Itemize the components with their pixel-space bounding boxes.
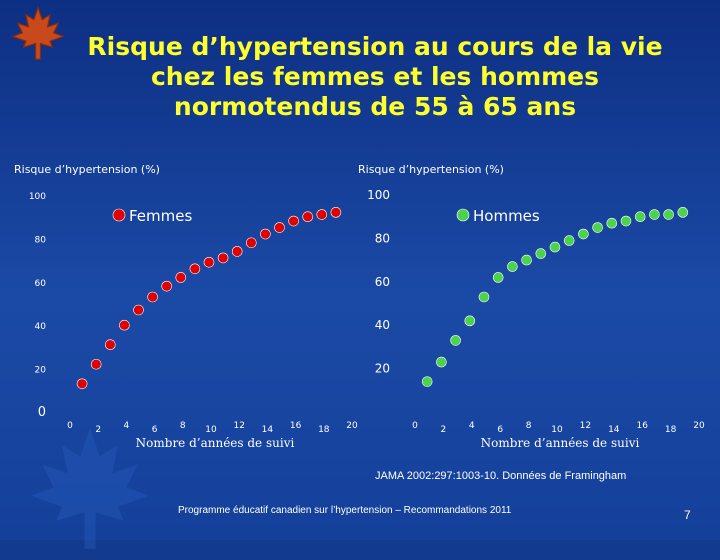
slide-title: Risque d’hypertension au cours de la vie… — [30, 32, 720, 122]
women-x-tick-label: 20 — [346, 421, 358, 431]
men-x-tick-label: 16 — [636, 421, 648, 431]
men-data-point — [677, 207, 689, 218]
women-x-tick-label: 6 — [152, 425, 158, 435]
men-data-point — [450, 335, 461, 346]
women-x-tick-label: 12 — [233, 421, 244, 431]
men-data-point — [521, 254, 532, 266]
men-data-point — [592, 222, 603, 233]
men-y-tick-label: 20 — [375, 362, 390, 376]
men-legend-marker — [456, 208, 470, 222]
women-data-point — [119, 319, 130, 331]
title-line-1: Risque d’hypertension au cours de la vie — [87, 32, 663, 61]
men-data-point — [620, 215, 632, 227]
men-data-point — [663, 209, 674, 220]
men-data-point — [507, 261, 518, 272]
men-x-tick-label: 18 — [665, 425, 677, 435]
women-y-tick-label: 20 — [35, 366, 47, 376]
women-y-tick-label: 60 — [35, 279, 47, 289]
men-y-tick-label: 40 — [375, 318, 390, 332]
women-y-tick-label: 100 — [29, 192, 46, 202]
women-data-point — [302, 211, 314, 222]
women-chart-y-axis-label: Risque d’hypertension (%) — [14, 163, 160, 176]
women-data-point — [316, 209, 328, 220]
men-data-point — [606, 217, 618, 229]
men-legend-label: Hommes — [473, 207, 540, 225]
women-legend-marker — [112, 208, 126, 222]
men-data-point — [492, 272, 504, 283]
men-x-tick-label: 0 — [412, 421, 418, 431]
men-data-point — [634, 211, 646, 222]
women-data-point — [203, 256, 215, 268]
men-data-point — [535, 248, 547, 259]
women-data-point — [175, 272, 187, 283]
men-x-tick-label: 14 — [608, 425, 620, 435]
women-data-point — [105, 339, 116, 351]
women-x-tick-label: 2 — [95, 425, 101, 435]
men-chart-y-axis-label: Risque d’hypertension (%) — [358, 163, 504, 176]
women-y-tick-label: 0 — [38, 405, 46, 420]
footer-program: Programme éducatif canadien sur l’hypert… — [178, 505, 512, 516]
men-data-point — [649, 209, 660, 220]
women-data-point — [330, 207, 342, 218]
maple-leaf-watermark-icon — [31, 428, 149, 549]
page-number: 7 — [684, 508, 691, 522]
men-x-tick-label: 20 — [693, 421, 705, 431]
women-y-tick-label: 80 — [35, 235, 47, 245]
men-data-point — [549, 241, 561, 253]
women-x-tick-label: 4 — [124, 421, 130, 431]
women-data-point — [147, 291, 158, 303]
women-data-point — [217, 252, 229, 264]
women-x-axis-title: Nombre d’années de suivi — [136, 436, 295, 450]
men-x-tick-label: 6 — [497, 425, 503, 435]
women-data-point — [90, 358, 102, 370]
women-data-point — [189, 263, 201, 275]
women-data-point — [161, 280, 172, 292]
women-data-point — [274, 222, 285, 233]
men-data-point — [478, 291, 490, 303]
women-data-point — [288, 215, 299, 227]
men-x-tick-label: 12 — [580, 421, 591, 431]
women-legend-label: Femmes — [129, 207, 192, 225]
women-x-tick-label: 0 — [67, 421, 73, 431]
women-data-point — [231, 246, 243, 257]
men-data-point — [436, 356, 447, 368]
men-data-point — [563, 235, 575, 246]
women-x-tick-label: 8 — [180, 421, 186, 431]
men-data-point — [578, 228, 589, 240]
men-x-axis-title: Nombre d’années de suivi — [481, 436, 640, 450]
men-x-tick-label: 8 — [526, 421, 532, 431]
women-x-tick-label: 18 — [318, 425, 330, 435]
title-line-3: normotendus de 55 à 65 ans — [173, 92, 577, 121]
men-x-tick-label: 2 — [441, 425, 447, 435]
women-data-point — [246, 237, 257, 249]
men-y-tick-label: 60 — [375, 275, 390, 289]
maple-leaf-icon — [11, 5, 65, 60]
women-x-tick-label: 14 — [262, 425, 274, 435]
women-data-point — [260, 228, 271, 240]
men-y-tick-label: 100 — [367, 188, 390, 202]
reference-citation: JAMA 2002:297:1003-10. Données de Framin… — [375, 470, 627, 482]
men-data-point — [464, 315, 476, 327]
women-y-tick-label: 40 — [35, 322, 47, 332]
women-data-point — [76, 378, 88, 390]
men-x-tick-label: 10 — [551, 425, 563, 435]
women-x-tick-label: 10 — [205, 425, 217, 435]
women-x-tick-label: 16 — [290, 421, 302, 431]
women-data-point — [133, 304, 144, 316]
men-x-tick-label: 4 — [469, 421, 475, 431]
men-y-tick-label: 80 — [375, 231, 390, 245]
title-line-2: chez les femmes et les hommes — [150, 62, 600, 91]
men-data-point — [421, 376, 433, 387]
